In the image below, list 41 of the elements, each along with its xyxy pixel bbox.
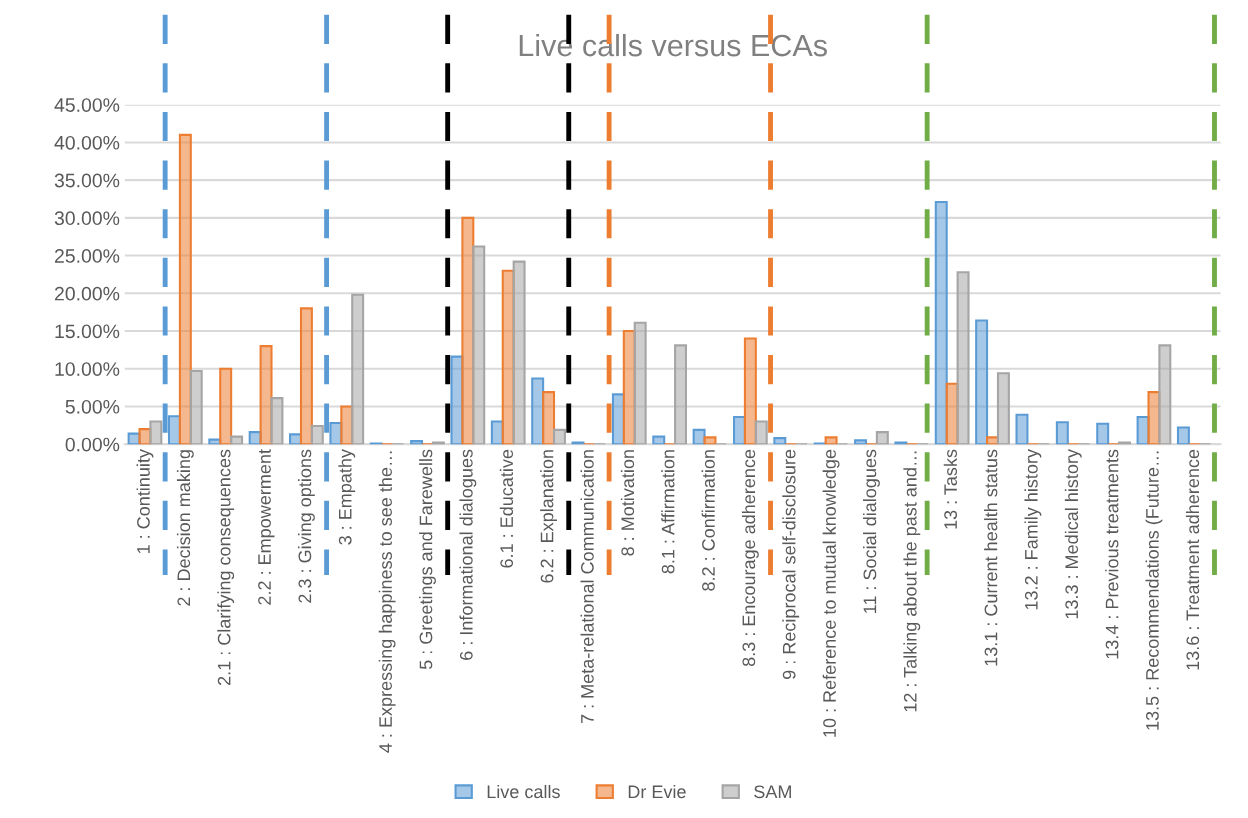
legend-label: Live calls [487, 784, 560, 799]
x-tick-label: 5 : Greetings and Farewells [419, 449, 436, 670]
y-tick-label: 20.00% [54, 286, 120, 301]
x-tick-label: 6.2 : Explanation [540, 450, 557, 583]
legend-label: Dr Evie [628, 784, 686, 799]
y-tick-label: 35.00% [54, 173, 120, 188]
x-tick-label: 6 : Informational dialogues [459, 449, 477, 660]
y-tick-label: 15.00% [55, 324, 120, 339]
x-tick-label: 3 : Empathy [338, 449, 356, 545]
x-tick-label: 7 : Meta-relational Communication [580, 450, 594, 724]
x-tick-label: 13.5 : Recommendations (Future… [1145, 451, 1163, 730]
x-tick-label: 13.2 : Family history [1024, 449, 1042, 610]
y-tick-label: 45.00% [54, 98, 120, 112]
x-tick-label: 1 : Continuity [136, 449, 154, 554]
y-tick-label: 0.00% [65, 437, 120, 452]
x-tick-label: 6.1 : Educative [499, 449, 514, 568]
x-tick-label: 13.6 : Treatment adherence [1185, 449, 1200, 670]
x-tick-label: 13.1 : Current health status [984, 449, 998, 666]
y-tick-label: 10.00% [55, 362, 120, 376]
x-tick-label: 13 : Tasks [943, 449, 957, 529]
x-tick-label: 2.1 : Clarifying consequences [217, 449, 235, 685]
y-tick-label: 25.00% [54, 249, 120, 263]
x-tick-label: 13.4 : Previous treatments [1105, 449, 1119, 659]
chart-title: Live calls versus ECAs [519, 33, 827, 57]
x-tick-label: 2 : Decision making [176, 450, 194, 606]
x-tick-label: 12 : Talking about the past and… [903, 451, 921, 712]
x-tick-label: 9 : Reciprocal self-disclosure [782, 449, 800, 679]
x-tick-label: 4 : Expressing happiness to see the… [378, 451, 396, 753]
x-tick-label: 8.2 : Confirmation [701, 450, 715, 591]
x-tick-label: 11 : Social dialogues [863, 449, 880, 613]
x-tick-label: 10 : Reference to mutual knowledge [822, 449, 840, 737]
y-tick-label: 40.00% [54, 135, 120, 150]
x-tick-label: 8 : Motivation [620, 450, 635, 556]
x-tick-label: 2.2 : Empowerment [258, 449, 275, 605]
y-tick-label: 5.00% [65, 399, 120, 414]
x-tick-label: 8.1 : Affirmation [661, 450, 675, 574]
x-tick-label: 2.3 : Giving options [298, 449, 315, 603]
y-tick-label: 30.00% [54, 211, 120, 226]
legend-label: SAM [754, 785, 791, 799]
x-tick-label: 8.3 : Encourage adherence [741, 449, 759, 667]
x-tick-label: 13.3 : Medical history [1064, 449, 1082, 619]
